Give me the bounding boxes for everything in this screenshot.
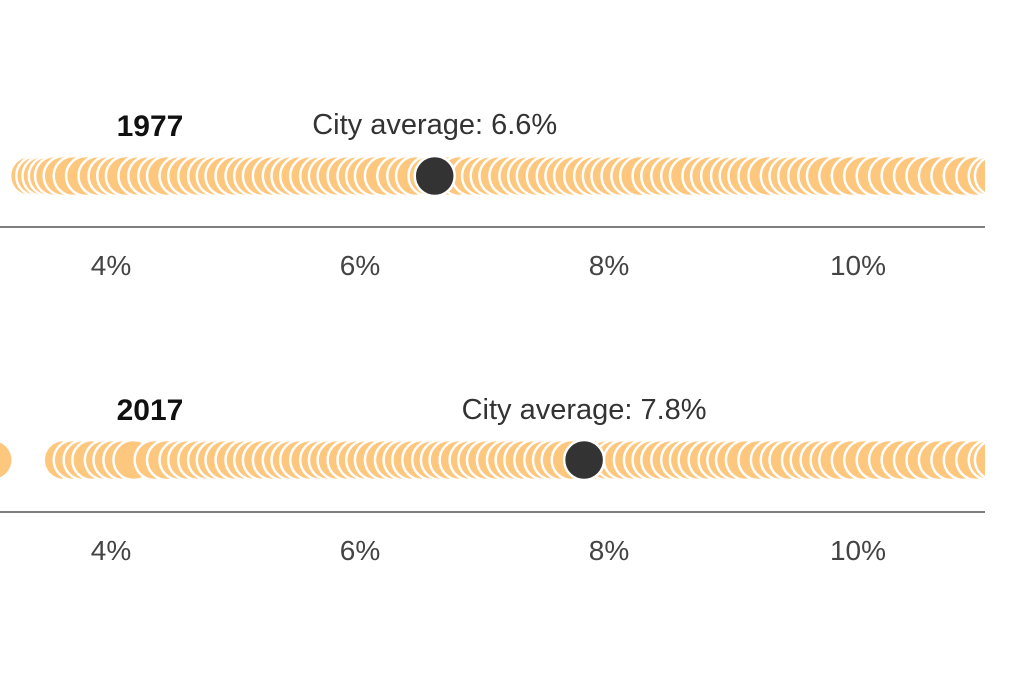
x-tick-label: 6%: [340, 250, 380, 281]
strip-chart-1977: 1977 City average: 6.6% 4% 6% 8% 10%: [0, 109, 985, 281]
data-points: [8, 154, 985, 198]
city-average-point: [562, 438, 606, 482]
year-label: 2017: [117, 394, 184, 427]
x-tick-label: 10%: [830, 535, 886, 566]
x-tick-label: 10%: [830, 250, 886, 281]
x-tick-label: 6%: [340, 535, 380, 566]
city-average-point: [413, 154, 456, 198]
data-point: [973, 157, 985, 195]
data-point: [973, 441, 985, 479]
data-points: [0, 438, 985, 482]
city-average-label: City average: 7.8%: [462, 394, 707, 426]
x-tick-label: 8%: [589, 250, 629, 281]
x-tick-label: 4%: [91, 250, 131, 281]
year-label: 1977: [117, 110, 184, 143]
x-tick-label: 4%: [91, 535, 131, 566]
x-tick-label: 8%: [589, 535, 629, 566]
strip-chart-2017: 2017 City average: 7.8% 4% 6% 8% 10%: [0, 394, 985, 566]
city-average-label: City average: 6.6%: [312, 109, 557, 141]
data-point: [0, 440, 14, 480]
